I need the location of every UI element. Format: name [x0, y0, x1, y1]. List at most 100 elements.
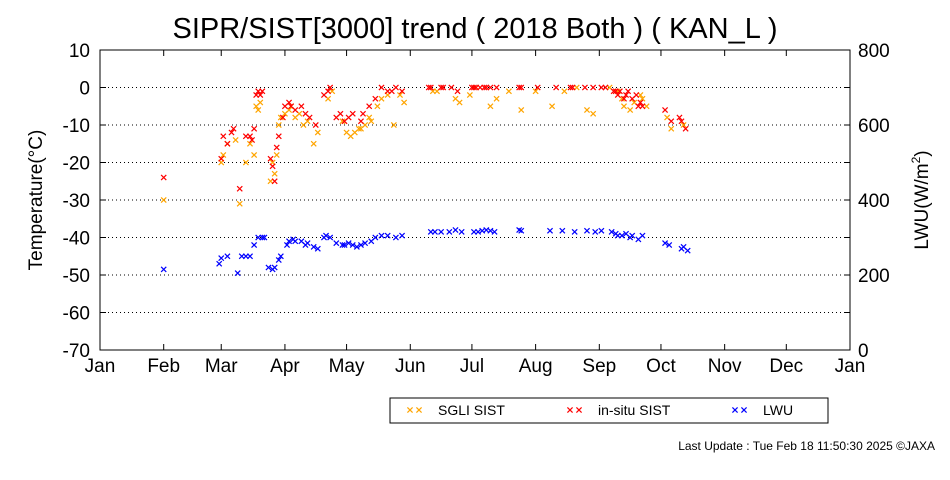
- y-tick-label: -70: [63, 341, 90, 362]
- x-tick-label: Jun: [395, 356, 426, 377]
- data-point: [571, 228, 578, 235]
- data-point: [242, 159, 249, 166]
- y-axis-right: 0 200 400 600 800: [858, 41, 890, 362]
- y2-tick-label: 200: [858, 266, 890, 287]
- data-point: [314, 245, 321, 252]
- data-point: [224, 253, 231, 260]
- data-point: [487, 227, 494, 234]
- data-point: [355, 125, 362, 132]
- data-point: [598, 227, 605, 234]
- data-point: [546, 227, 554, 234]
- data-point: [314, 129, 321, 136]
- data-point: [378, 232, 385, 239]
- data-point: [456, 99, 463, 106]
- data-point: [277, 253, 284, 260]
- y-tick-label: -60: [63, 304, 90, 325]
- legend-label: in-situ SIST: [598, 402, 671, 418]
- x-tick-label: Jan: [835, 356, 866, 377]
- data-point: [616, 88, 623, 95]
- data-point: [304, 118, 311, 125]
- data-point: [236, 185, 243, 192]
- x-tick-label: Aug: [519, 356, 553, 377]
- data-point: [676, 114, 683, 121]
- data-point: [218, 255, 225, 262]
- y2-tick-label: 600: [858, 116, 890, 137]
- data-point: [618, 232, 625, 239]
- data-point: [310, 140, 317, 147]
- data-point: [684, 247, 691, 254]
- data-point: [559, 227, 566, 234]
- data-point: [275, 133, 282, 140]
- data-point: [216, 260, 223, 267]
- data-point: [292, 106, 299, 114]
- data-point: [160, 174, 167, 181]
- x-tick-label: Jan: [85, 356, 116, 377]
- x-tick-label: Feb: [147, 356, 180, 377]
- data-point: [246, 140, 254, 147]
- data-point: [304, 240, 311, 247]
- data-point: [431, 228, 438, 235]
- data-point: [518, 227, 525, 234]
- data-point: [682, 125, 689, 132]
- data-point: [487, 103, 494, 110]
- data-point: [279, 114, 286, 121]
- data-point: [160, 266, 167, 273]
- data-point: [372, 95, 379, 102]
- data-point: [602, 84, 609, 91]
- data-point: [440, 84, 447, 91]
- data-point: [454, 88, 461, 95]
- data-point: [427, 84, 434, 91]
- grid-lines: [100, 87, 850, 313]
- data-point: [662, 240, 669, 247]
- data-point: [633, 91, 640, 99]
- data-point: [249, 136, 256, 144]
- data-point: [452, 226, 459, 234]
- data-point: [470, 84, 477, 91]
- data-point: [505, 88, 512, 95]
- data-point: [298, 103, 305, 110]
- y-axis-left: 10 0 -10 -20 -30 -40 -50 -60 -70: [63, 41, 850, 362]
- x-tick-label: Oct: [646, 356, 676, 377]
- data-point: [516, 84, 523, 91]
- data-point: [286, 99, 293, 106]
- x-tick-label: Apr: [270, 356, 300, 377]
- data-point: [333, 240, 340, 247]
- y2-tick-label: 0: [858, 341, 869, 362]
- data-point: [339, 118, 346, 125]
- data-point: [292, 238, 299, 245]
- data-point: [275, 256, 282, 264]
- data-point: [378, 95, 385, 102]
- data-point: [271, 264, 278, 271]
- chart-title: SIPR/SIST[3000] trend ( 2018 Both ) ( KA…: [173, 13, 778, 45]
- data-point: [246, 253, 254, 260]
- data-point: [680, 121, 687, 129]
- data-point: [590, 84, 597, 91]
- data-point: [337, 110, 344, 117]
- data-point: [349, 110, 356, 117]
- data-point: [312, 121, 319, 129]
- data-point: [306, 114, 313, 121]
- data-point: [438, 228, 445, 235]
- data-point: [623, 91, 630, 99]
- data-point: [246, 133, 254, 140]
- data-point: [583, 106, 591, 114]
- data-point: [271, 178, 278, 185]
- data-point: [261, 234, 268, 241]
- data-point: [583, 227, 591, 234]
- data-point: [425, 84, 432, 91]
- y-tick-label: -10: [63, 116, 90, 137]
- x-axis: Jan Feb Mar Apr May Jun Jul Aug Sep Oct Nov Dec Jan: [85, 50, 866, 377]
- data-point: [629, 232, 636, 239]
- data-point: [532, 88, 539, 95]
- series-sgli-sist: [160, 84, 687, 207]
- x-tick-label: Nov: [708, 356, 742, 377]
- data-point: [257, 99, 264, 106]
- data-point: [251, 151, 258, 159]
- y2-axis-label: LWU(W/m2): [909, 150, 933, 249]
- data-point: [625, 88, 632, 95]
- legend: SGLI SIST in-situ SIST LWU: [389, 397, 829, 424]
- data-point: [339, 241, 346, 249]
- data-point: [639, 232, 646, 239]
- data-point: [668, 118, 675, 125]
- data-point: [569, 84, 576, 91]
